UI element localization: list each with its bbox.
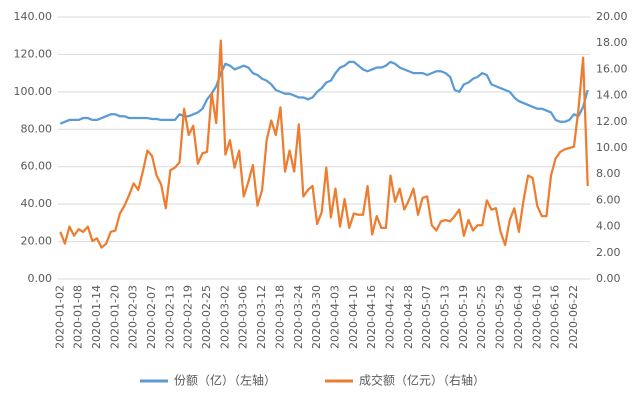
y2-tick-label: 12.00 <box>596 115 628 128</box>
legend-label: 份额（亿）（左轴） <box>174 373 276 388</box>
y-tick-label: 0.00 <box>28 272 53 285</box>
x-tick-label: 2020-05-07 <box>420 285 433 349</box>
x-tick-label: 2020-04-28 <box>402 285 415 349</box>
x-tick-label: 2020-05-25 <box>475 285 488 349</box>
y2-tick-label: 18.00 <box>596 36 628 49</box>
x-tick-label: 2020-06-10 <box>530 285 543 349</box>
y-tick-label: 80.00 <box>21 122 53 135</box>
y2-tick-label: 16.00 <box>596 62 628 75</box>
y2-tick-label: 8.00 <box>596 167 621 180</box>
x-tick-label: 2020-02-19 <box>182 285 195 349</box>
x-tick-label: 2020-06-16 <box>549 285 562 349</box>
legend-label: 成交额（亿元）（右轴） <box>359 373 485 388</box>
x-tick-label: 2020-05-19 <box>457 285 470 349</box>
x-tick-label: 2020-03-12 <box>255 285 268 349</box>
x-tick-label: 2020-01-20 <box>108 285 121 349</box>
y2-tick-label: 2.00 <box>596 246 621 259</box>
x-tick-label: 2020-01-02 <box>53 285 66 349</box>
x-tick-label: 2020-05-29 <box>494 285 507 349</box>
y2-tick-label: 4.00 <box>596 220 621 233</box>
x-tick-label: 2020-01-08 <box>72 285 85 349</box>
x-tick-label: 2020-06-22 <box>567 285 580 349</box>
y2-tick-label: 14.00 <box>596 89 628 102</box>
x-tick-label: 2020-06-04 <box>512 285 525 349</box>
x-tick-label: 2020-01-14 <box>90 285 103 349</box>
series-line <box>59 39 589 249</box>
y2-tick-label: 6.00 <box>596 193 621 206</box>
y-tick-label: 40.00 <box>21 197 53 210</box>
x-tick-label: 2020-04-16 <box>365 285 378 349</box>
x-tick-label: 2020-04-03 <box>328 285 341 349</box>
y-tick-label: 60.00 <box>21 160 53 173</box>
y2-tick-label: 10.00 <box>596 141 628 154</box>
x-tick-label: 2020-02-07 <box>145 285 158 349</box>
x-tick-label: 2020-05-13 <box>439 285 452 349</box>
x-tick-label: 2020-04-10 <box>347 285 360 349</box>
x-tick-label: 2020-02-25 <box>200 285 213 349</box>
x-tick-label: 2020-04-22 <box>384 285 397 349</box>
y-tick-label: 20.00 <box>21 235 53 248</box>
x-tick-label: 2020-03-02 <box>218 285 231 349</box>
x-tick-label: 2020-03-30 <box>310 285 323 349</box>
x-tick-label: 2020-02-13 <box>163 285 176 349</box>
y-tick-label: 140.00 <box>14 10 53 23</box>
series-line <box>59 60 589 125</box>
x-tick-label: 2020-03-18 <box>273 285 286 349</box>
x-tick-label: 2020-03-06 <box>237 285 250 349</box>
y2-tick-label: 0.00 <box>596 272 621 285</box>
x-tick-label: 2020-02-03 <box>127 285 140 349</box>
y-tick-label: 120.00 <box>14 47 53 60</box>
y2-tick-label: 20.00 <box>596 10 628 23</box>
x-tick-label: 2020-03-24 <box>292 285 305 349</box>
y-tick-label: 100.00 <box>14 85 53 98</box>
